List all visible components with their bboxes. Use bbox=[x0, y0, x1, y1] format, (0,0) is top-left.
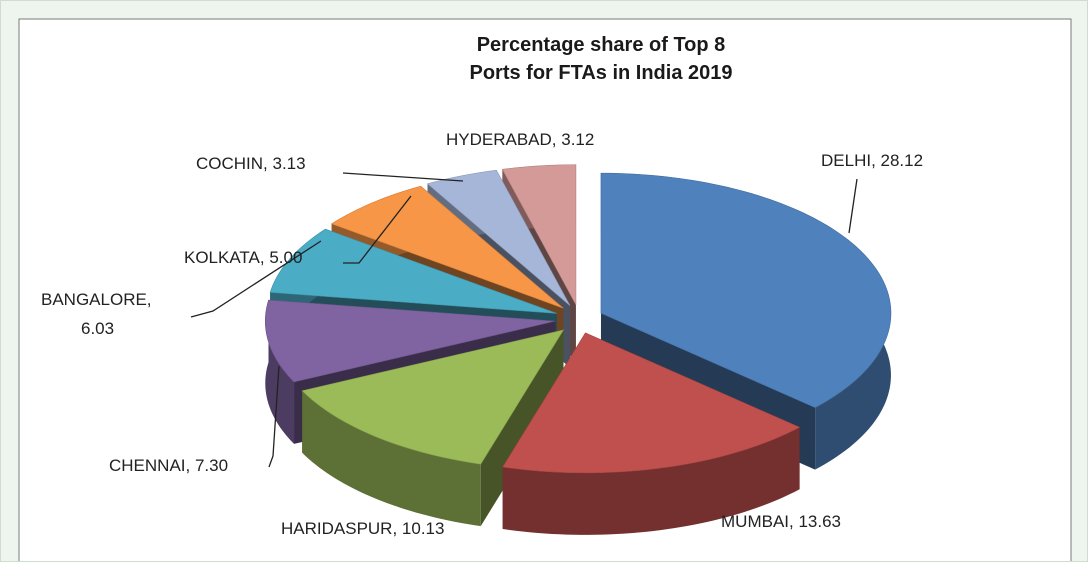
slice-side bbox=[265, 300, 295, 444]
leader-line bbox=[848, 178, 858, 234]
slice-top bbox=[600, 172, 892, 408]
data-label: KOLKATA, 5.00 bbox=[184, 248, 302, 267]
leader-line bbox=[190, 240, 322, 318]
data-label: BANGALORE, 6.03 bbox=[41, 290, 152, 338]
slice-side bbox=[302, 390, 481, 527]
slice-top bbox=[426, 169, 571, 306]
slice-top bbox=[502, 332, 801, 474]
data-label: HYDERABAD, 3.12 bbox=[446, 130, 594, 149]
leader-line bbox=[268, 365, 280, 468]
slice-top bbox=[301, 329, 565, 465]
slice bbox=[301, 329, 565, 527]
slice-side bbox=[502, 427, 800, 535]
chart-title: Percentage share of Top 8 Ports for FTAs … bbox=[469, 34, 732, 84]
data-label: HARIDASPUR, 10.13 bbox=[281, 519, 444, 538]
slice-top bbox=[501, 164, 577, 305]
leader-line bbox=[343, 195, 412, 264]
pie bbox=[264, 164, 892, 535]
data-label: MUMBAI, 13.63 bbox=[721, 512, 841, 531]
slice bbox=[502, 332, 801, 535]
labels: DELHI, 28.12 MUMBAI, 13.63 HARIDASPUR, 10.… bbox=[41, 130, 923, 538]
leader-line bbox=[342, 172, 464, 182]
data-label: DELHI, 28.12 bbox=[821, 151, 923, 170]
data-label: CHENNAI, 7.30 bbox=[109, 456, 228, 475]
slice-top bbox=[331, 185, 564, 309]
slice-top bbox=[264, 299, 556, 383]
slice-top bbox=[269, 228, 557, 314]
data-label: COCHIN, 3.13 bbox=[196, 154, 306, 173]
